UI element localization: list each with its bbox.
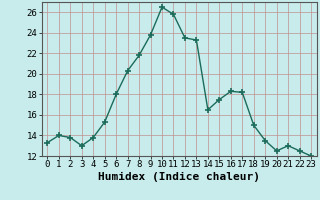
X-axis label: Humidex (Indice chaleur): Humidex (Indice chaleur): [98, 172, 260, 182]
